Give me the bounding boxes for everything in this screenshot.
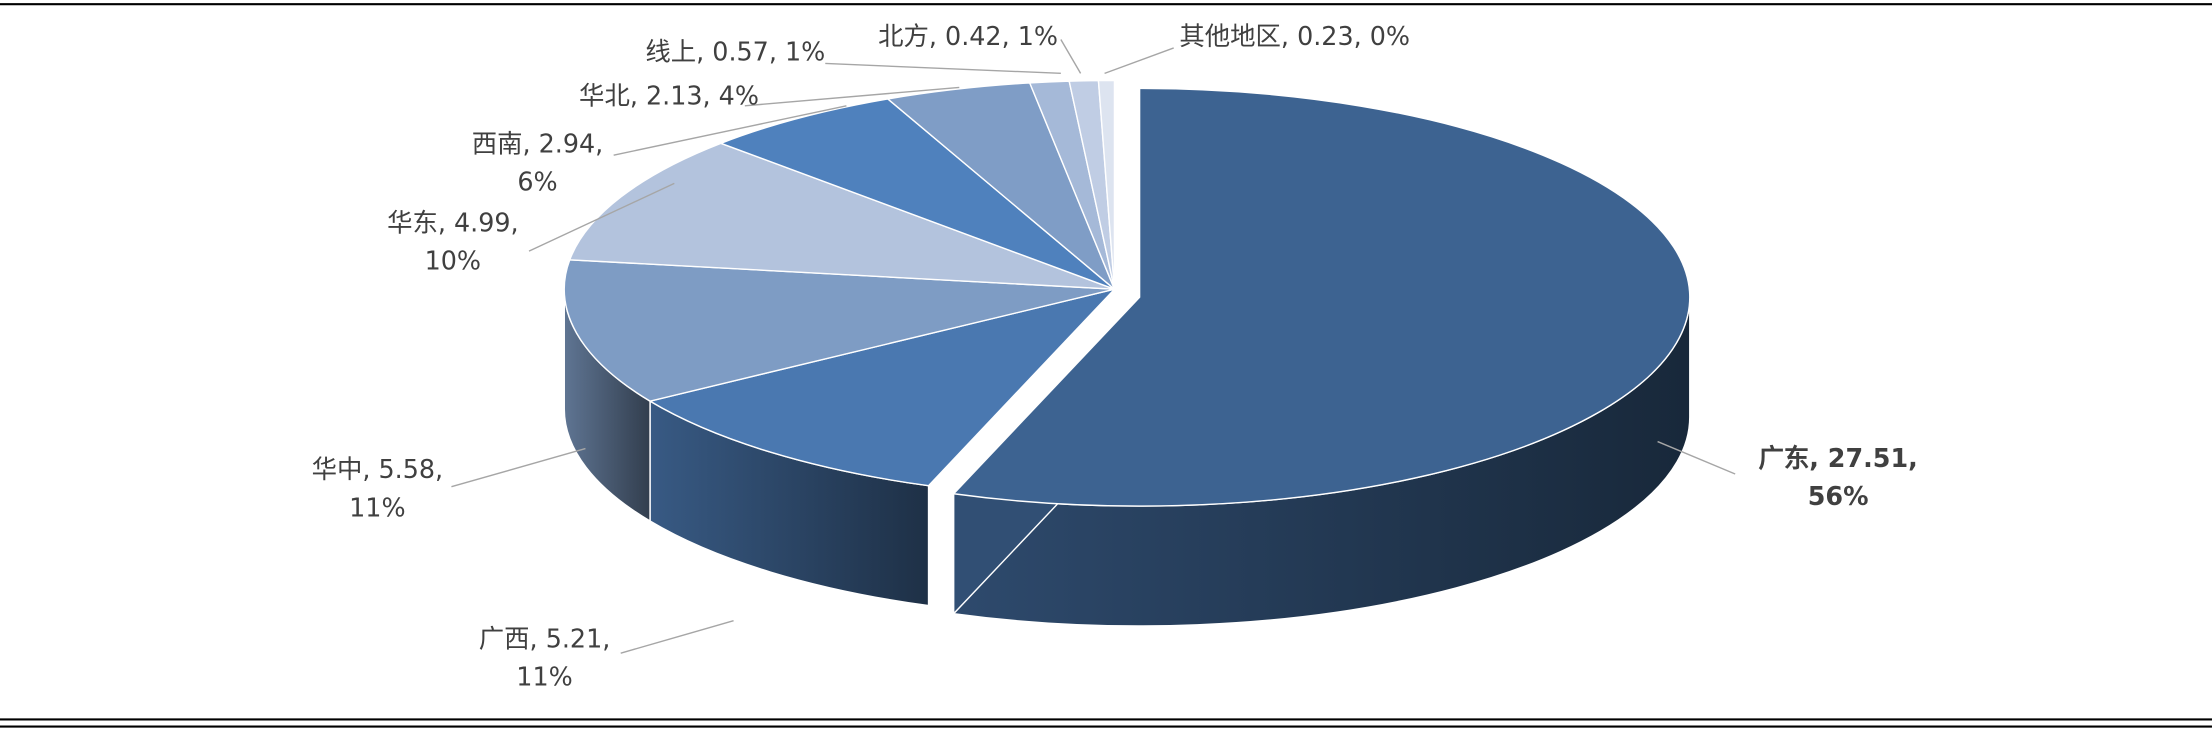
leader-line — [451, 447, 586, 488]
data-label: 广东, 27.51, 56% — [1758, 444, 1918, 513]
data-label: 西南, 2.94, 6% — [471, 129, 604, 198]
data-label: 线上, 0.57, 1% — [645, 38, 826, 68]
leader-line — [620, 620, 734, 654]
slice — [1097, 79, 1116, 290]
leaders — [451, 39, 1736, 654]
slice — [568, 142, 1115, 290]
leader-line — [1657, 440, 1736, 475]
leader-line — [1060, 39, 1082, 74]
leader-line — [613, 105, 847, 156]
slice — [718, 98, 1115, 290]
leader-line — [825, 62, 1061, 75]
data-label: 华东, 4.99, 10% — [387, 208, 519, 277]
slice — [563, 259, 1115, 402]
leader-line — [528, 182, 675, 252]
data-label: 其他地区, 0.23, 0% — [1179, 22, 1411, 53]
data-label: 广西, 5.21, 11% — [478, 624, 611, 693]
tops — [563, 79, 1691, 507]
data-label: 北方, 0.42, 1% — [878, 22, 1059, 53]
data-label: 华北, 2.13, 4% — [579, 81, 759, 112]
data-label: 华中, 5.58, 11% — [311, 455, 444, 524]
slice — [952, 87, 1691, 507]
leader-line — [744, 86, 960, 107]
leader-line — [1104, 47, 1174, 75]
slice — [648, 287, 1117, 487]
